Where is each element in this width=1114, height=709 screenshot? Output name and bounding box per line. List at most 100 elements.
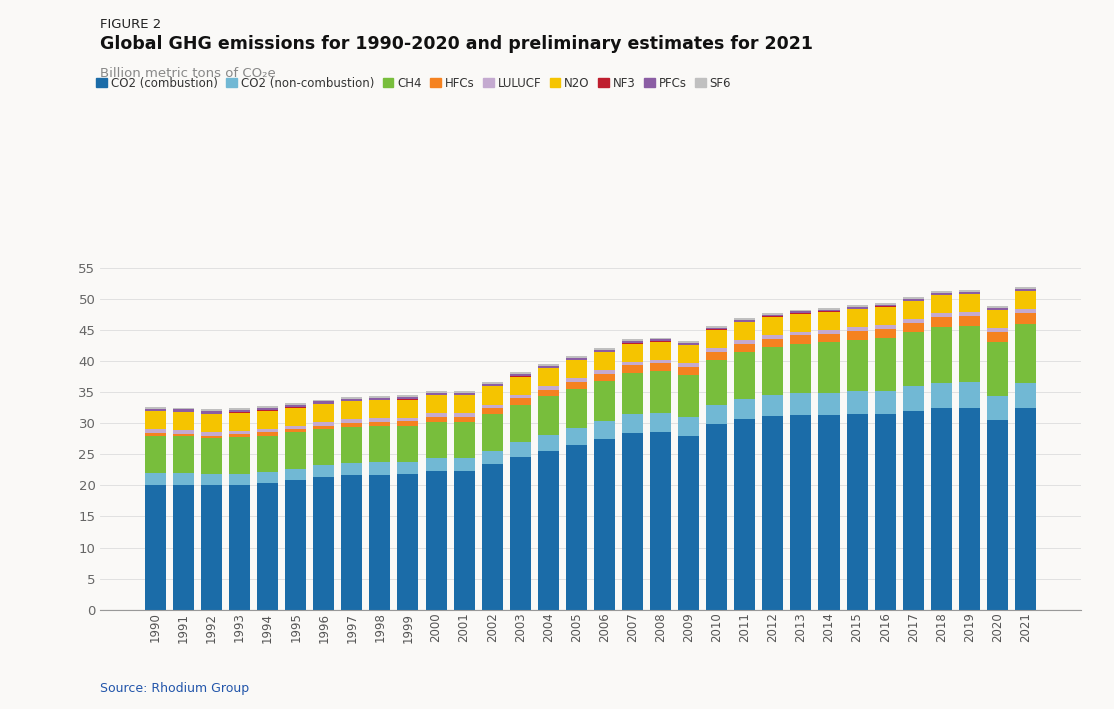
Bar xyxy=(566,445,587,610)
Bar xyxy=(510,374,530,376)
Bar xyxy=(285,408,306,425)
Bar xyxy=(426,413,447,417)
Bar xyxy=(257,429,278,432)
Bar xyxy=(538,364,559,366)
Bar xyxy=(538,435,559,451)
Bar xyxy=(285,405,306,407)
Bar xyxy=(622,373,643,415)
Bar xyxy=(173,408,194,410)
Bar xyxy=(819,310,840,311)
Bar xyxy=(791,415,811,610)
Bar xyxy=(734,420,755,610)
Bar xyxy=(734,340,755,344)
Bar xyxy=(538,451,559,610)
Bar xyxy=(902,299,924,301)
Bar xyxy=(229,435,250,437)
Bar xyxy=(341,423,362,427)
Bar xyxy=(651,432,671,610)
Bar xyxy=(622,340,643,341)
Bar xyxy=(678,345,700,364)
Bar xyxy=(426,471,447,610)
Bar xyxy=(257,411,278,429)
Legend: CO2 (combustion), CO2 (non-combustion), CH4, HFCs, LULUCF, N2O, NF3, PFCs, SF6: CO2 (combustion), CO2 (non-combustion), … xyxy=(96,77,731,90)
Bar xyxy=(931,293,951,295)
Bar xyxy=(1015,309,1036,313)
Bar xyxy=(510,405,530,442)
Bar xyxy=(173,412,194,430)
Bar xyxy=(987,342,1008,396)
Bar xyxy=(819,342,840,393)
Bar xyxy=(706,405,727,425)
Bar xyxy=(538,369,559,386)
Bar xyxy=(201,435,222,438)
Bar xyxy=(370,400,390,418)
Bar xyxy=(510,442,530,457)
Bar xyxy=(481,384,502,386)
Bar xyxy=(145,407,166,409)
Bar xyxy=(847,391,868,415)
Bar xyxy=(594,352,615,370)
Bar xyxy=(651,359,671,364)
Bar xyxy=(847,331,868,340)
Bar xyxy=(622,415,643,433)
Bar xyxy=(481,414,502,450)
Bar xyxy=(791,313,811,332)
Bar xyxy=(145,430,166,433)
Bar xyxy=(285,469,306,480)
Bar xyxy=(987,308,1008,310)
Bar xyxy=(902,319,924,323)
Bar xyxy=(229,410,250,412)
Bar xyxy=(257,483,278,610)
Bar xyxy=(594,374,615,381)
Bar xyxy=(370,398,390,400)
Bar xyxy=(145,433,166,435)
Bar xyxy=(1015,383,1036,408)
Bar xyxy=(229,485,250,610)
Bar xyxy=(201,432,222,435)
Bar xyxy=(229,474,250,485)
Bar xyxy=(706,348,727,352)
Bar xyxy=(734,318,755,320)
Bar xyxy=(370,418,390,422)
Bar xyxy=(453,413,475,417)
Bar xyxy=(453,422,475,458)
Bar xyxy=(874,325,896,329)
Bar xyxy=(874,303,896,305)
Bar xyxy=(594,350,615,352)
Bar xyxy=(566,428,587,445)
Bar xyxy=(481,450,502,464)
Bar xyxy=(874,329,896,338)
Bar xyxy=(847,328,868,331)
Bar xyxy=(229,408,250,410)
Bar xyxy=(481,382,502,384)
Bar xyxy=(285,430,306,432)
Bar xyxy=(510,398,530,405)
Text: Source: Rhodium Group: Source: Rhodium Group xyxy=(100,682,250,695)
Bar xyxy=(173,436,194,473)
Bar xyxy=(370,396,390,398)
Bar xyxy=(398,418,419,421)
Bar xyxy=(594,381,615,421)
Bar xyxy=(791,335,811,344)
Bar xyxy=(145,435,166,473)
Bar xyxy=(734,399,755,420)
Bar xyxy=(566,358,587,360)
Bar xyxy=(257,432,278,435)
Bar xyxy=(594,421,615,440)
Bar xyxy=(622,344,643,362)
Bar xyxy=(145,409,166,411)
Bar xyxy=(313,400,334,401)
Bar xyxy=(902,386,924,411)
Bar xyxy=(566,382,587,389)
Bar xyxy=(931,327,951,383)
Bar xyxy=(734,344,755,352)
Bar xyxy=(902,323,924,333)
Bar xyxy=(622,341,643,343)
Bar xyxy=(285,480,306,610)
Bar xyxy=(902,411,924,610)
Bar xyxy=(819,393,840,415)
Bar xyxy=(791,393,811,415)
Bar xyxy=(313,401,334,403)
Bar xyxy=(959,294,980,313)
Bar xyxy=(453,391,475,393)
